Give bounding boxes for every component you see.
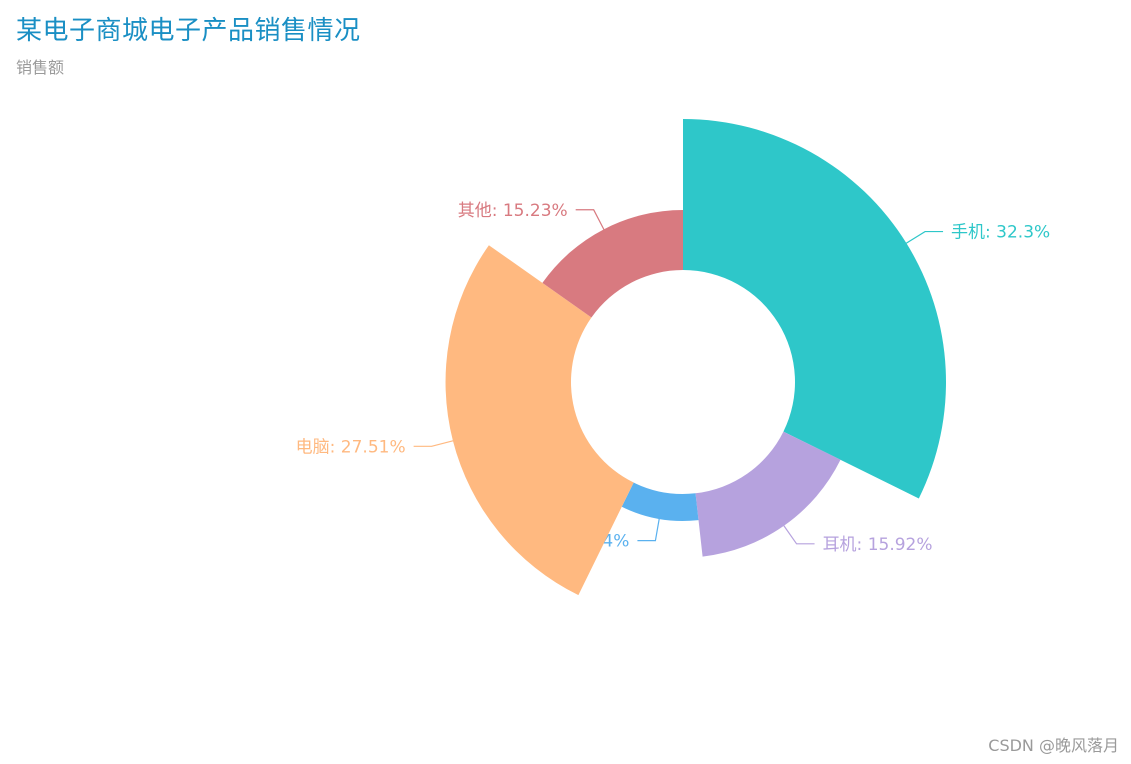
chart-title: 某电子商城电子产品销售情况 <box>16 16 361 46</box>
leader-line-耳机 <box>781 522 815 545</box>
slice-label-手机: 手机: 32.3% <box>951 223 1050 243</box>
slice-label-其他: 其他: 15.23% <box>458 201 568 221</box>
slice-label-耳机: 耳机: 15.92% <box>823 535 933 555</box>
leader-line-电脑 <box>413 439 457 447</box>
slice-手表[interactable] <box>621 482 699 522</box>
slice-其他[interactable] <box>542 210 683 318</box>
chart-subtitle: 销售额 <box>16 58 65 77</box>
slice-label-电脑: 电脑: 27.51% <box>296 437 406 457</box>
leader-line-其他 <box>575 209 607 234</box>
slice-手机[interactable] <box>683 119 946 499</box>
leader-line-手机 <box>902 230 944 246</box>
watermark: CSDN @晚风落月 <box>988 736 1119 755</box>
slice-电脑[interactable] <box>445 245 634 596</box>
slice-耳机[interactable] <box>695 431 841 557</box>
leader-line-手表 <box>637 514 661 542</box>
